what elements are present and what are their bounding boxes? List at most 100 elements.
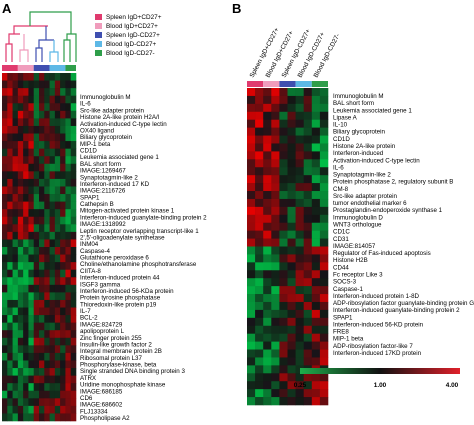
heatmap-cell — [12, 345, 19, 354]
heatmap-cell — [49, 292, 56, 301]
heatmap-cell — [54, 405, 61, 414]
heatmap-cell — [23, 247, 29, 255]
heatmap-cell — [39, 390, 45, 399]
heatmap-cell — [12, 125, 19, 134]
gene-label: Interferon-induced protein 1-8D — [333, 293, 420, 300]
heatmap-cell — [303, 135, 313, 144]
heatmap-cell — [17, 133, 24, 142]
heatmap-cell — [33, 345, 40, 354]
heatmap-cell — [60, 383, 66, 392]
heatmap-cell — [44, 269, 50, 278]
heatmap-cell — [23, 254, 29, 263]
heatmap-cell — [17, 299, 24, 308]
heatmap-cell — [263, 238, 272, 247]
heatmap-cell — [311, 317, 321, 327]
heatmap-cell — [17, 231, 24, 240]
heatmap-cell — [263, 317, 272, 327]
heatmap-cell — [17, 390, 24, 399]
heatmap-cell — [319, 198, 329, 208]
gene-label: Histone 2A-like protein H2A/l — [80, 114, 159, 121]
heatmap-cell — [44, 352, 50, 361]
heatmap-cell — [7, 216, 13, 225]
gene-label: IL-6 — [80, 101, 91, 108]
heatmap-cell — [54, 413, 61, 422]
heatmap-cell — [255, 159, 264, 168]
heatmap-cell — [255, 111, 264, 120]
heatmap-cell — [60, 269, 66, 278]
heatmap-cell — [7, 330, 13, 339]
heatmap-cell — [303, 214, 313, 224]
heatmap-cell — [287, 103, 296, 113]
heatmap-cell — [54, 254, 61, 263]
heatmap-cell — [2, 337, 8, 346]
heatmap-cell — [247, 365, 256, 374]
heatmap-cell — [28, 254, 35, 263]
heatmap-cell — [65, 201, 72, 210]
heatmap-cell — [303, 111, 313, 120]
heatmap-cell — [28, 315, 35, 323]
heatmap-cell — [28, 224, 35, 233]
heatmap-cell — [28, 73, 35, 81]
heatmap-cell — [279, 214, 288, 224]
heatmap-cell — [60, 292, 66, 301]
heatmap-cell — [255, 206, 264, 216]
heatmap-cell — [263, 183, 272, 192]
heatmap-cell — [60, 254, 66, 263]
heatmap-cell — [303, 317, 313, 327]
heatmap-cell — [39, 284, 45, 293]
heatmap-cell — [12, 239, 19, 248]
heatmap-cell — [12, 368, 19, 376]
heatmap-cell — [255, 246, 264, 255]
heatmap-cell — [263, 341, 272, 350]
heatmap-cell — [23, 95, 29, 104]
heatmap-cell — [12, 390, 19, 399]
heatmap-cell — [319, 222, 329, 231]
heatmap-cell — [7, 254, 13, 263]
heatmap-cell — [49, 269, 56, 278]
heatmap-cell — [54, 247, 61, 255]
heatmap-cell — [28, 110, 35, 119]
heatmap-cell — [303, 191, 313, 200]
heatmap-cell — [319, 389, 329, 398]
heatmap-cell — [271, 191, 280, 200]
heatmap-cell — [263, 278, 272, 287]
heatmap-cell — [7, 171, 13, 180]
heatmap-cell — [17, 156, 24, 165]
heatmap-cell — [49, 337, 56, 346]
gene-label: Ribosomal protein L37 — [80, 355, 142, 362]
heatmap-cell — [247, 167, 256, 176]
heatmap-cell — [44, 171, 50, 180]
legend-label: Blood IgD-CD27+ — [106, 41, 157, 48]
heatmap-cell — [255, 127, 264, 136]
heatmap-cell — [7, 352, 13, 361]
heatmap-cell — [60, 103, 66, 112]
heatmap-cell — [39, 345, 45, 354]
heatmap-cell — [287, 135, 296, 144]
heatmap-cell — [12, 269, 19, 278]
heatmap-cell — [54, 103, 61, 112]
heatmap-cell — [303, 222, 313, 231]
heatmap-cell — [28, 390, 35, 399]
heatmap-cell — [23, 368, 29, 376]
heatmap-cell — [54, 345, 61, 354]
heatmap-cell — [65, 133, 72, 142]
heatmap-cell — [12, 315, 19, 323]
legend-swatch — [95, 14, 102, 20]
heatmap-cell — [33, 194, 40, 202]
heatmap-cell — [271, 214, 280, 224]
heatmap-cell — [39, 95, 45, 104]
heatmap-cell — [28, 216, 35, 225]
gene-label: CIITA-8 — [80, 268, 101, 275]
heatmap-cell — [49, 299, 56, 308]
heatmap-cell — [28, 148, 35, 157]
heatmap-cell — [23, 284, 29, 293]
heatmap-cell — [70, 247, 77, 255]
heatmap-cell — [319, 278, 329, 287]
heatmap-cell — [295, 397, 304, 406]
heatmap-cell — [12, 292, 19, 301]
heatmap-cell — [39, 307, 45, 316]
heatmap-cell — [287, 341, 296, 350]
heatmap-cell — [65, 125, 72, 134]
gene-label: BCL-2 — [80, 315, 98, 322]
heatmap-cell — [44, 163, 50, 172]
